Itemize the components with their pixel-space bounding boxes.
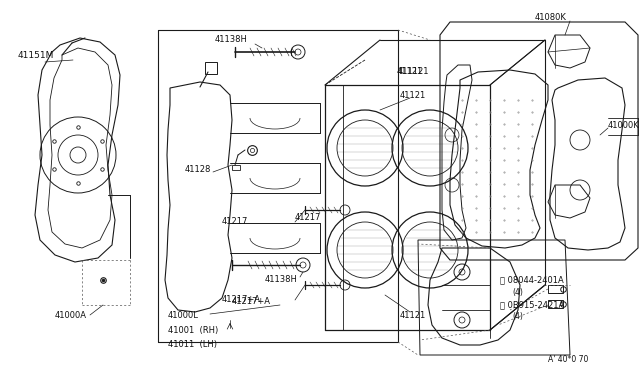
Text: 41217+A: 41217+A: [222, 295, 261, 305]
Text: 41138H: 41138H: [215, 35, 248, 45]
Text: Ⓑ 08044-2401A: Ⓑ 08044-2401A: [500, 276, 564, 285]
Text: 41001  (RH): 41001 (RH): [168, 326, 218, 334]
Text: 41000K: 41000K: [608, 121, 640, 129]
Text: (4): (4): [512, 288, 523, 296]
Text: (4): (4): [512, 312, 523, 321]
Bar: [205, 62, 217, 74]
Text: 41217+A: 41217+A: [232, 298, 271, 307]
Text: 41138H: 41138H: [265, 276, 298, 285]
Text: 41011  (LH): 41011 (LH): [168, 340, 217, 349]
Text: 41217: 41217: [295, 214, 321, 222]
Text: 41121: 41121: [397, 67, 423, 77]
Bar: [232, 165, 240, 170]
Text: A' 40*0 70: A' 40*0 70: [548, 356, 588, 365]
Text: 41217: 41217: [222, 218, 248, 227]
Text: Ⓦ 0B915-2421A: Ⓦ 0B915-2421A: [500, 301, 564, 310]
Text: 411121: 411121: [398, 67, 429, 77]
Text: 41151M: 41151M: [18, 51, 54, 60]
Bar: [548, 300, 563, 308]
Bar: [548, 285, 563, 293]
Text: 41080K: 41080K: [535, 13, 567, 22]
Text: 41000L: 41000L: [168, 311, 199, 321]
Text: 41121: 41121: [400, 90, 426, 99]
Text: 41000A: 41000A: [55, 311, 87, 320]
Text: 41128: 41128: [185, 166, 211, 174]
Text: 41121: 41121: [400, 311, 426, 320]
